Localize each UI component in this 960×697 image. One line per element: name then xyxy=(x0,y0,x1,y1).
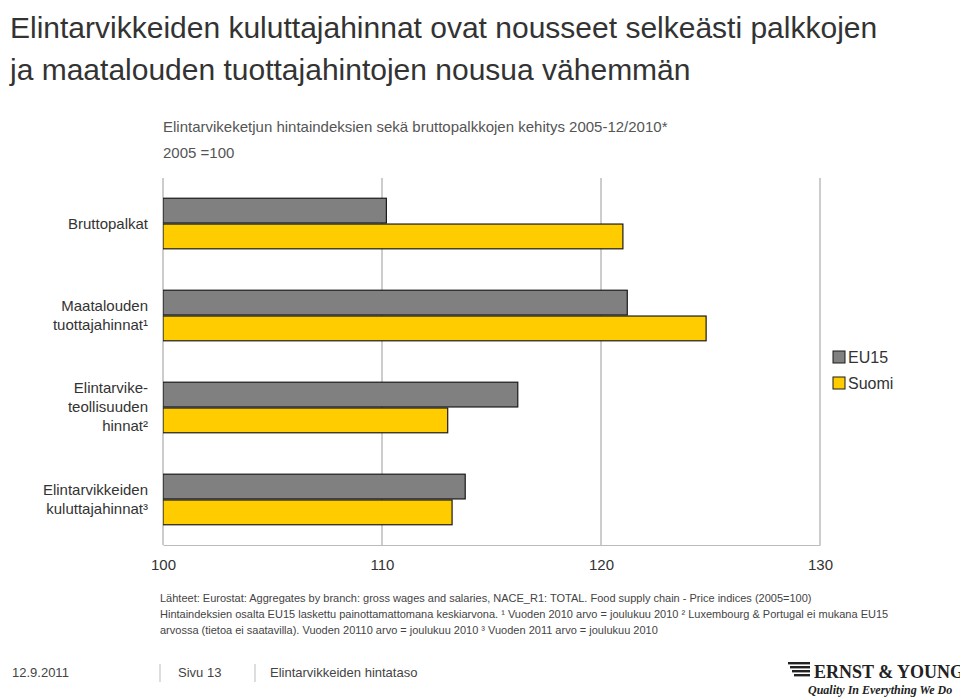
category-label: Elintarvike-teollisuudenhinnat² xyxy=(68,379,148,434)
logo-stripe xyxy=(788,662,810,664)
tick-label: 110 xyxy=(371,556,395,573)
grid xyxy=(163,178,820,545)
logo-stripe xyxy=(792,670,810,672)
chart-title: Elintarvikeketjun hintaindeksien sekä br… xyxy=(163,118,668,135)
tick-label: 120 xyxy=(589,556,614,573)
tick: 110 xyxy=(371,545,395,573)
slide-title: ja maatalouden tuottajahintojen nousua v… xyxy=(9,53,690,86)
legend-label: Suomi xyxy=(848,375,893,392)
bar xyxy=(163,408,448,433)
footer-page: Sivu 13 xyxy=(178,665,221,680)
footer: 12.9.2011 Sivu 13 Elintarvikkeiden hintata… xyxy=(12,664,417,682)
footnote: Hintaindeksien osalta EU15 laskettu pain… xyxy=(160,608,888,620)
bar xyxy=(163,198,386,223)
tick: 120 xyxy=(589,545,614,573)
logo-tagline: Quality In Everything We Do xyxy=(808,683,952,697)
bars xyxy=(163,198,706,525)
footnote: arvossa (tietoa ei saatavilla). Vuoden 2… xyxy=(160,624,658,636)
tick: 100 xyxy=(151,545,176,573)
slide: Elintarvikkeiden kuluttajahinnat ovat no… xyxy=(0,0,960,697)
footer-separator xyxy=(160,664,161,682)
footnote: Lähteet: Eurostat: Aggregates by branch:… xyxy=(160,592,812,604)
legend: EU15 Suomi xyxy=(833,349,893,392)
tick-label: 130 xyxy=(808,556,833,573)
footer-section: Elintarvikkeiden hintataso xyxy=(270,665,417,680)
category-label: Elintarvikkeidenkuluttajahinnat³ xyxy=(43,481,148,517)
category-label: Maataloudentuottajahinnat¹ xyxy=(53,297,148,333)
tick-label: 100 xyxy=(151,556,176,573)
legend-swatch xyxy=(833,377,845,389)
logo-text: ERNST & YOUNG xyxy=(814,662,960,682)
category-label: Bruttopalkat xyxy=(68,215,149,232)
logo: ERNST & YOUNGQuality In Everything We Do xyxy=(788,662,960,697)
bar xyxy=(163,290,627,315)
legend-swatch xyxy=(833,351,845,363)
footnotes: Lähteet: Eurostat: Aggregates by branch:… xyxy=(160,592,888,636)
grid-line xyxy=(820,178,821,545)
legend-label: EU15 xyxy=(848,349,888,366)
bar xyxy=(163,316,706,341)
footer-date: 12.9.2011 xyxy=(12,665,69,680)
logo-stripe xyxy=(794,674,810,676)
tick: 130 xyxy=(808,545,833,573)
slide-title: Elintarvikkeiden kuluttajahinnat ovat no… xyxy=(10,11,877,44)
bar xyxy=(163,224,623,249)
axis-line xyxy=(164,545,821,546)
bar xyxy=(163,500,452,525)
chart-subtitle: 2005 =100 xyxy=(163,144,234,161)
category-labels: Bruttopalkat Maataloudentuottajahinnat¹ El… xyxy=(43,215,149,517)
value-axis: 100 110 120 130 xyxy=(151,545,833,573)
logo-stripe xyxy=(790,666,810,668)
bar xyxy=(163,382,518,407)
footer-separator xyxy=(255,664,256,682)
bar xyxy=(163,474,465,499)
